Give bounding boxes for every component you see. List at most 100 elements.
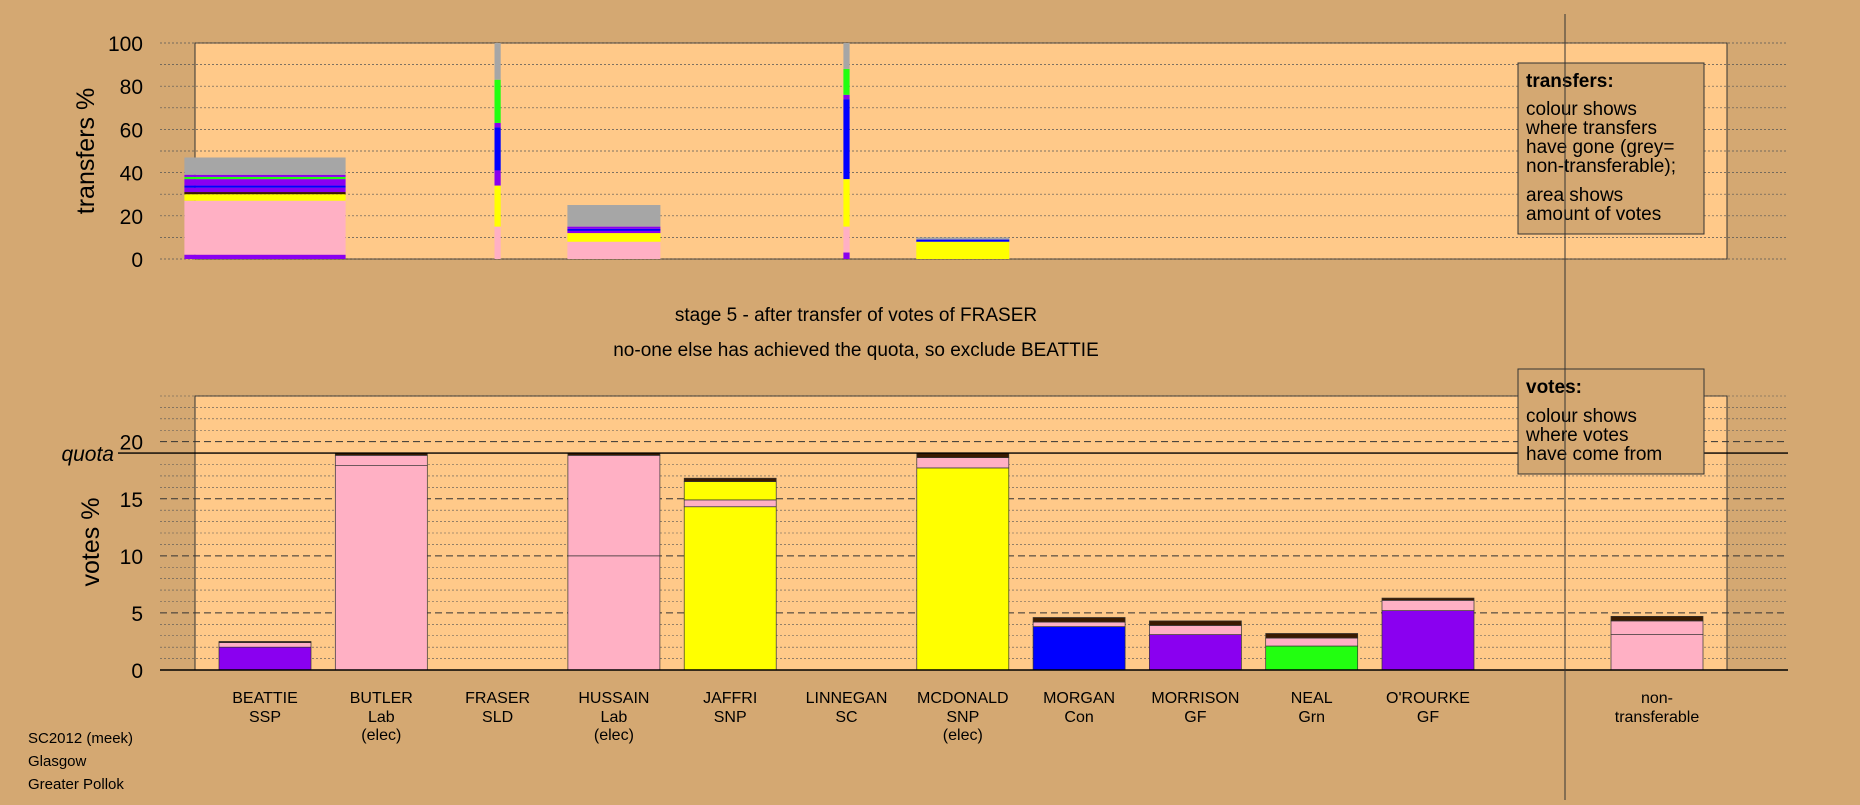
transfers-legend-title: transfers:: [1526, 71, 1614, 92]
transfers-bar-segment: [567, 241, 661, 259]
transfers-bar-segment: [494, 170, 501, 186]
stage-status: no-one else has achieved the quota, so e…: [613, 340, 1099, 361]
transfers-bar-segment: [567, 205, 661, 227]
transfers-bar-segment: [843, 179, 850, 227]
votes-bar-segment: [334, 455, 428, 466]
votes-bars: [218, 452, 1704, 671]
votes-y-tick-label: 0: [131, 660, 143, 683]
quota-marker: quota: [61, 443, 1788, 466]
votes-bar-segment: [1032, 617, 1126, 623]
transfers-bar-segment: [567, 226, 661, 229]
transfers-legend-line: non-transferable);: [1526, 156, 1676, 177]
transfers-bar-segment: [184, 192, 346, 195]
candidate-party-label: SNP: [946, 709, 979, 726]
transfers-bars: [184, 43, 1010, 259]
transfers-bar-segment: [843, 252, 850, 259]
votes-bar-segment: [567, 455, 661, 557]
votes-bar-segment: [218, 642, 312, 648]
candidate-name-label: O'ROURKE: [1386, 690, 1470, 707]
transfers-legend-box: [1517, 62, 1705, 235]
footer-council: Glasgow: [28, 753, 87, 770]
votes-bar-segment: [683, 481, 777, 501]
votes-y-ticks: 0 5 10 15 20: [120, 432, 143, 683]
transfers-bar-segment: [184, 254, 346, 259]
candidate-party-label: Lab: [601, 709, 628, 726]
candidate-party-label: GF: [1417, 709, 1439, 726]
transfers-bar-segment: [916, 237, 1010, 240]
votes-bar-segment: [916, 467, 1010, 671]
transfers-bar-segment: [843, 99, 850, 180]
transfers-bar-segment: [916, 241, 1010, 259]
votes-bar-segment: [1381, 610, 1475, 671]
candidate-party-label: Con: [1064, 709, 1093, 726]
votes-bar-segment: [334, 465, 428, 671]
transfers-y-tick-label: 80: [120, 76, 143, 99]
transfers-bar-segment: [184, 157, 346, 175]
transfers-bar-segment: [494, 226, 501, 259]
votes-bar-segment: [1265, 645, 1359, 671]
transfers-legend-line: amount of votes: [1526, 204, 1661, 225]
votes-bar-segment: [1610, 620, 1704, 635]
transfers-bar-segment: [184, 185, 346, 188]
transfers-bar-segment: [843, 68, 850, 95]
candidate-status-label: (elec): [943, 727, 983, 744]
transfers-y-tick-label: 0: [131, 249, 143, 272]
candidate-name-label: NEAL: [1291, 690, 1333, 707]
votes-legend-title: votes:: [1526, 377, 1582, 398]
transfers-y-axis-label: transfers %: [72, 88, 100, 214]
transfers-bar-segment: [494, 43, 501, 80]
candidate-name-label: BEATTIE: [232, 690, 298, 707]
candidate-name-label: MORGAN: [1043, 690, 1115, 707]
candidate-name-label: JAFFRI: [703, 690, 757, 707]
quota-label: quota: [61, 443, 114, 466]
candidate-party-label: Grn: [1298, 709, 1325, 726]
candidate-status-label: (elec): [594, 727, 634, 744]
transfers-bar-segment: [567, 230, 661, 234]
stage-description: stage 5 - after transfer of votes of FRA…: [675, 305, 1037, 326]
candidate-party-label: SSP: [249, 709, 281, 726]
transfers-bar-segment: [567, 233, 661, 242]
votes-y-tick-label: 15: [120, 489, 143, 512]
transfers-bar-segment: [843, 94, 850, 97]
transfers-bar-segment: [184, 187, 346, 193]
candidate-party-label: SLD: [482, 709, 513, 726]
votes-bar-segment: [916, 457, 1010, 469]
transfers-legend-line: area shows: [1526, 185, 1623, 206]
votes-bar-segment: [683, 499, 777, 508]
votes-legend-line: have come from: [1526, 444, 1662, 465]
votes-bar-segment: [1610, 615, 1704, 622]
candidate-name-label: LINNEGAN: [806, 690, 888, 707]
transfers-bar-segment: [843, 97, 850, 100]
transfers-bar-segment: [494, 185, 501, 227]
votes-bar-segment: [1265, 633, 1359, 639]
candidate-name-label: HUSSAIN: [578, 690, 649, 707]
transfers-bar-segment: [567, 228, 661, 231]
transfers-y-tick-label: 20: [120, 206, 143, 229]
votes-y-tick-label: 5: [131, 603, 143, 626]
candidate-party-label: SNP: [714, 709, 747, 726]
votes-bar-segment: [1149, 634, 1242, 671]
votes-bar-segment: [1381, 600, 1475, 611]
votes-bar-segment: [1265, 637, 1359, 647]
candidate-name-label: BUTLER: [350, 690, 413, 707]
votes-legend-line: where votes: [1525, 425, 1628, 446]
votes-y-tick-label: 10: [120, 546, 143, 569]
votes-legend: votes: colour shows where votes have com…: [1517, 368, 1705, 475]
transfers-bar-segment: [494, 127, 501, 171]
transfers-bar-segment: [843, 226, 850, 253]
transfers-bar-segment: [494, 122, 501, 128]
transfers-bar-segment: [184, 194, 346, 201]
candidate-party-label: SC: [835, 709, 857, 726]
transfers-bar-segment: [184, 176, 346, 180]
candidate-name-label: FRASER: [465, 690, 530, 707]
votes-bar-segment: [218, 646, 312, 671]
candidate-party-label: GF: [1184, 709, 1206, 726]
transfers-legend-line: colour shows: [1526, 99, 1637, 120]
transfers-legend: transfers: colour shows where transfers …: [1517, 62, 1705, 235]
transfers-y-ticks: 0 20 40 60 80 100: [108, 33, 143, 272]
transfers-bar-segment: [843, 43, 850, 69]
votes-bar-segment: [683, 506, 777, 671]
transfers-y-tick-label: 60: [120, 119, 143, 142]
